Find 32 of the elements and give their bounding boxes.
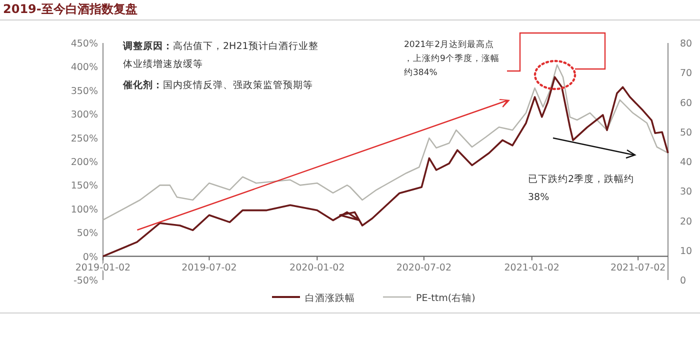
annotation: 催化剂：国内疫情反弹、强政策监管预期等: [122, 79, 313, 91]
y-tick-label: 300%: [70, 110, 98, 121]
y2-tick-label: 50: [680, 127, 692, 138]
y-tick-label: 350%: [70, 86, 98, 97]
y-tick-label: -50%: [73, 276, 98, 286]
y-tick-label: 200%: [70, 157, 98, 168]
y-tick-label: 250%: [70, 133, 98, 144]
annotation: 2021年2月达到最高点，上涨约9个季度，涨幅约384%: [404, 39, 500, 78]
legend-label: 白酒涨跌幅: [305, 292, 355, 304]
legend-label: PE-ttm(右轴): [416, 292, 476, 304]
x-tick-label: 2020-07-02: [396, 262, 452, 274]
y2-tick-label: 20: [680, 216, 692, 228]
y2-tick-label: 10: [680, 246, 692, 257]
y-tick-label: 100%: [70, 204, 98, 216]
x-tick-label: 2021-01-02: [504, 262, 560, 274]
x-tick-label: 2020-01-02: [290, 262, 345, 274]
y-tick-label: 400%: [70, 62, 98, 74]
x-tick-label: 2021-07-02: [610, 262, 666, 274]
y-tick-label: 50%: [76, 228, 98, 240]
x-tick-label: 2019-07-02: [182, 262, 237, 274]
annotation: 已下跌约2季度，跌幅约38%: [528, 173, 634, 203]
y2-tick-label: 0: [680, 276, 686, 286]
y2-tick-label: 70: [680, 68, 692, 80]
y2-tick-label: 40: [680, 157, 692, 168]
annotation: 调整原因：高估值下，2H21预计白酒行业整体业绩增速放缓等: [122, 40, 318, 70]
y-tick-label: 0%: [82, 252, 98, 263]
chart-title: 2019-至今白酒指数复盘: [3, 2, 138, 16]
y2-tick-label: 80: [680, 38, 692, 50]
y2-tick-label: 60: [680, 98, 692, 109]
y-tick-label: 450%: [70, 38, 98, 50]
y-tick-label: 150%: [70, 180, 98, 192]
y2-tick-label: 30: [680, 186, 692, 198]
